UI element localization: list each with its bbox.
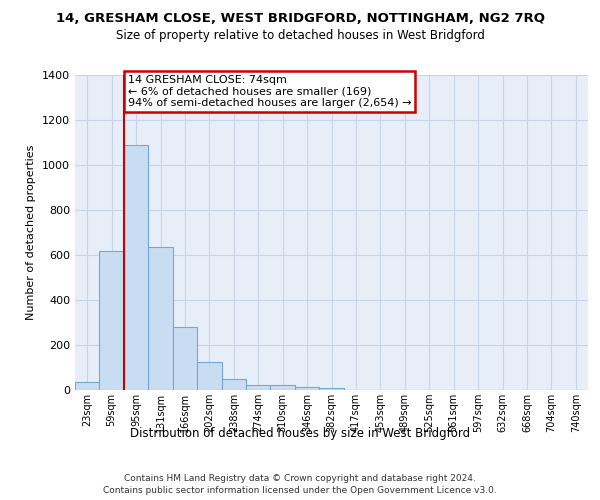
Bar bbox=[246, 385, 271, 390]
Bar bbox=[148, 247, 173, 390]
Text: Size of property relative to detached houses in West Bridgford: Size of property relative to detached ho… bbox=[116, 29, 484, 42]
Bar bbox=[173, 327, 197, 390]
Bar bbox=[75, 382, 100, 390]
Text: 14, GRESHAM CLOSE, WEST BRIDGFORD, NOTTINGHAM, NG2 7RQ: 14, GRESHAM CLOSE, WEST BRIDGFORD, NOTTI… bbox=[56, 12, 545, 26]
Text: Contains public sector information licensed under the Open Government Licence v3: Contains public sector information licen… bbox=[103, 486, 497, 495]
Bar bbox=[271, 385, 295, 390]
Bar bbox=[197, 362, 221, 390]
Text: Distribution of detached houses by size in West Bridgford: Distribution of detached houses by size … bbox=[130, 428, 470, 440]
Text: Contains HM Land Registry data © Crown copyright and database right 2024.: Contains HM Land Registry data © Crown c… bbox=[124, 474, 476, 483]
Bar bbox=[221, 379, 246, 390]
Bar bbox=[295, 386, 319, 390]
Y-axis label: Number of detached properties: Number of detached properties bbox=[26, 145, 37, 320]
Bar bbox=[319, 388, 344, 390]
Bar bbox=[124, 145, 148, 390]
Bar bbox=[100, 250, 124, 390]
Text: 14 GRESHAM CLOSE: 74sqm
← 6% of detached houses are smaller (169)
94% of semi-de: 14 GRESHAM CLOSE: 74sqm ← 6% of detached… bbox=[128, 75, 411, 108]
